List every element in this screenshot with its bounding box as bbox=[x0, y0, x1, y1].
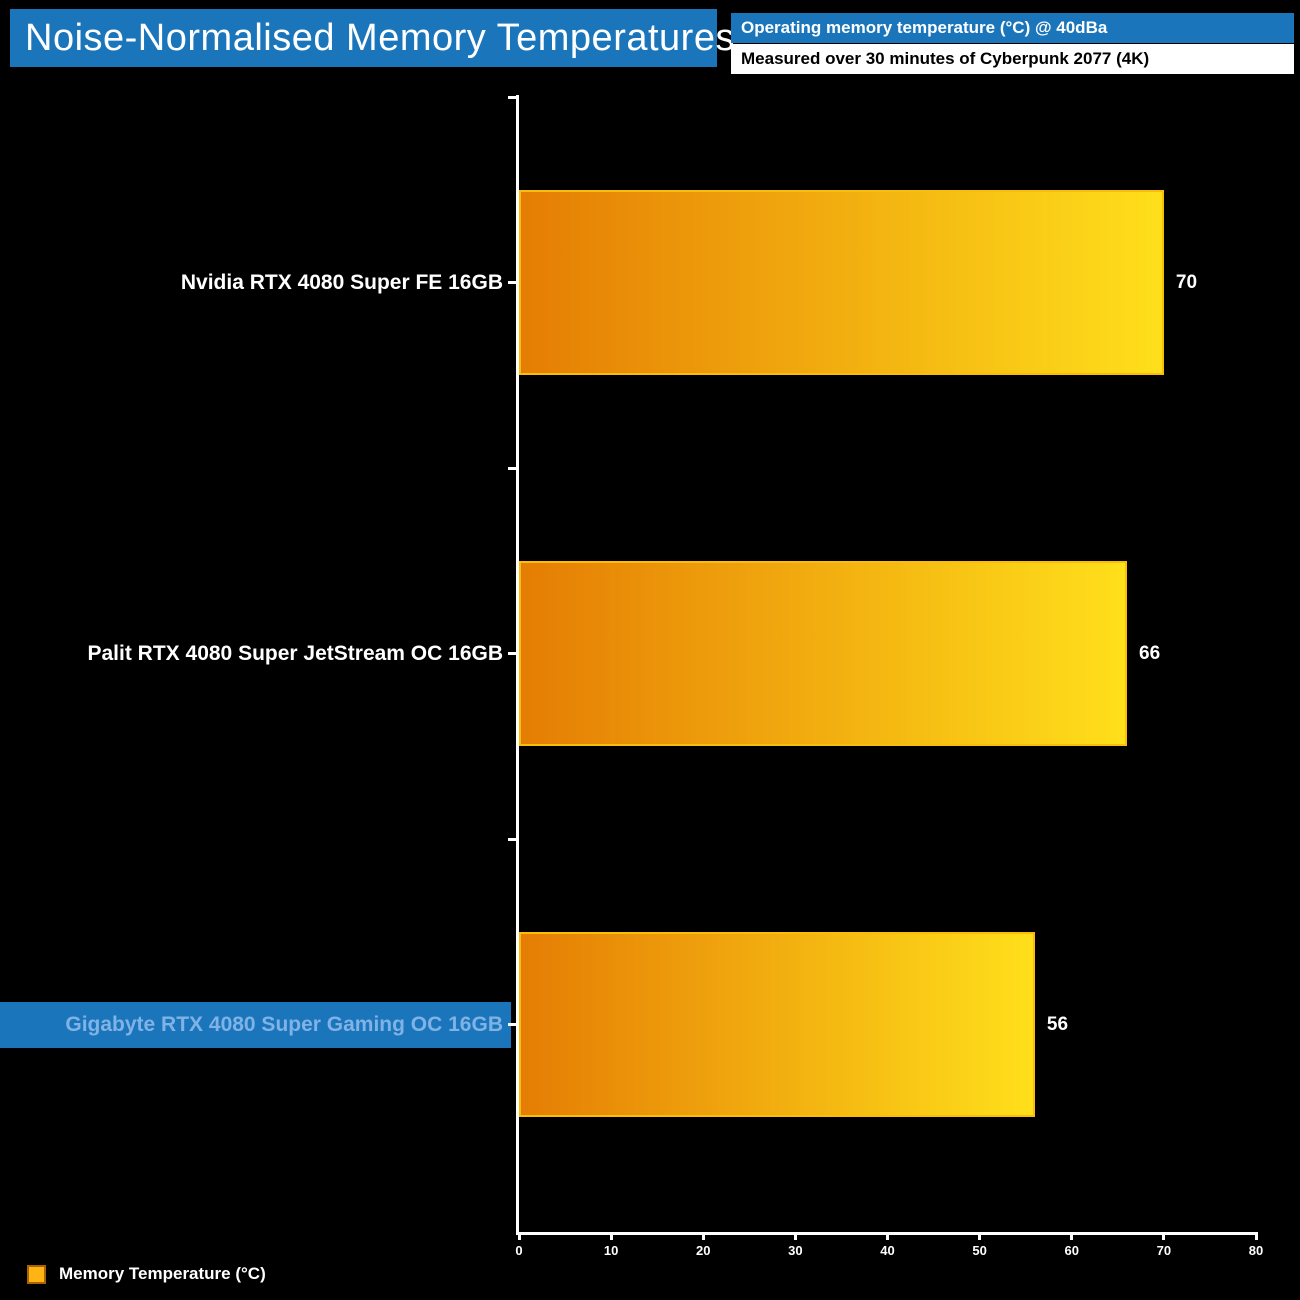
banner-primary: Operating memory temperature (°C) @ 40dB… bbox=[731, 13, 1294, 43]
banner: Operating memory temperature (°C) @ 40dB… bbox=[731, 13, 1294, 74]
banner-secondary: Measured over 30 minutes of Cyberpunk 20… bbox=[731, 44, 1294, 74]
bar-value-label: 66 bbox=[1139, 642, 1161, 664]
legend-swatch bbox=[27, 1264, 46, 1284]
x-tick-label: 60 bbox=[1064, 1243, 1079, 1258]
category-tick bbox=[508, 652, 517, 655]
plot-area: 70 66 56 bbox=[508, 95, 1256, 1210]
x-tickmark bbox=[701, 1235, 705, 1240]
category-labels: Nvidia RTX 4080 Super FE 16GB Palit RTX 4… bbox=[0, 97, 511, 1210]
category-tick bbox=[508, 1023, 517, 1026]
x-tick-label: 20 bbox=[696, 1243, 711, 1258]
bar bbox=[519, 561, 1128, 746]
bar-value-label: 56 bbox=[1046, 1013, 1069, 1035]
x-tick-label: 30 bbox=[788, 1243, 803, 1258]
category-label: Nvidia RTX 4080 Super FE 16GB bbox=[180, 270, 503, 294]
x-tick-label: 40 bbox=[880, 1243, 895, 1258]
legend: Memory Temperature (°C) bbox=[27, 1264, 266, 1284]
x-tickmark bbox=[886, 1235, 889, 1240]
x-tick-label: 50 bbox=[972, 1243, 987, 1258]
x-axis-ticks: 0 10 20 30 40 50 60 70 80 bbox=[515, 1235, 1263, 1267]
x-tick-label: 80 bbox=[1248, 1243, 1264, 1258]
bar-value-label: 70 bbox=[1175, 271, 1198, 293]
x-tickmark bbox=[793, 1235, 797, 1240]
category-label: Gigabyte RTX 4080 Super Gaming OC 16GB bbox=[0, 1001, 511, 1048]
x-tick-label: 0 bbox=[515, 1243, 523, 1258]
x-tickmark bbox=[1254, 1235, 1258, 1240]
x-tickmark bbox=[978, 1235, 982, 1240]
x-tick-label: 10 bbox=[603, 1243, 619, 1258]
x-tickmark bbox=[1162, 1235, 1166, 1240]
x-tickmark bbox=[517, 1235, 521, 1240]
y-axis bbox=[516, 95, 519, 1235]
chart-title: Noise-Normalised Memory Temperatures bbox=[10, 9, 734, 67]
boundary-tick bbox=[508, 466, 517, 470]
x-tick-label: 70 bbox=[1156, 1243, 1172, 1258]
x-axis bbox=[516, 1232, 1258, 1235]
boundary-tick bbox=[508, 837, 517, 841]
bar bbox=[519, 190, 1164, 375]
boundary-tick bbox=[508, 95, 517, 99]
category-label: Palit RTX 4080 Super JetStream OC 16GB bbox=[87, 641, 504, 665]
x-tickmark bbox=[1070, 1235, 1074, 1240]
bar bbox=[519, 932, 1035, 1117]
legend-label: Memory Temperature (°C) bbox=[59, 1264, 266, 1283]
category-tick bbox=[508, 281, 517, 284]
x-tickmark bbox=[609, 1235, 613, 1240]
